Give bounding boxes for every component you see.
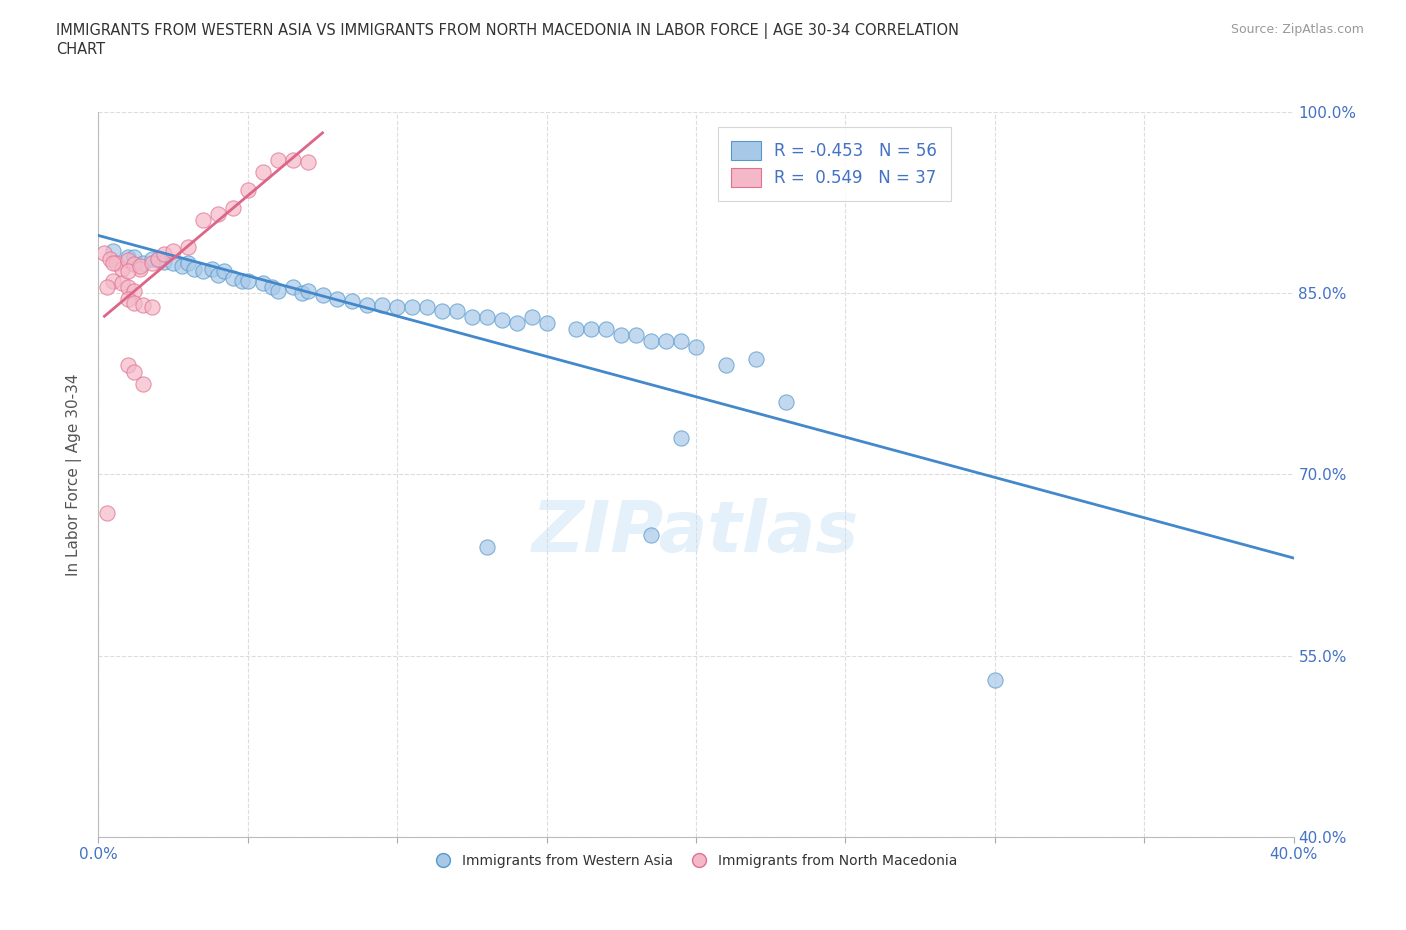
Point: [231, 273, 253, 288]
Point: [117, 253, 139, 268]
Point: [132, 298, 155, 312]
Point: [162, 256, 184, 271]
Point: [201, 261, 224, 276]
Point: [191, 213, 214, 228]
Point: [640, 527, 662, 542]
Point: [98, 252, 122, 267]
Point: [153, 246, 176, 261]
Point: [297, 155, 319, 170]
Point: [252, 165, 274, 179]
Point: [183, 261, 205, 276]
Point: [111, 261, 134, 276]
Point: [536, 316, 558, 331]
Point: [141, 300, 163, 315]
Text: ZIPatlas: ZIPatlas: [533, 498, 859, 566]
Point: [356, 298, 378, 312]
Point: [491, 312, 513, 327]
Point: [96, 280, 118, 295]
Point: [117, 264, 139, 279]
Point: [326, 292, 349, 307]
Point: [153, 254, 176, 269]
Point: [177, 240, 200, 255]
Point: [117, 292, 139, 307]
Point: [177, 256, 200, 271]
Point: [141, 252, 163, 267]
Point: [291, 286, 314, 300]
Point: [311, 288, 333, 303]
Point: [430, 304, 453, 319]
Point: [520, 310, 543, 325]
Text: CHART: CHART: [56, 42, 105, 57]
Point: [984, 672, 1007, 687]
Point: [103, 244, 125, 259]
Point: [565, 322, 588, 337]
Point: [685, 340, 707, 355]
Point: [124, 257, 146, 272]
Point: [595, 322, 617, 337]
Point: [93, 246, 115, 260]
Point: [129, 261, 152, 276]
Point: [640, 334, 662, 349]
Point: [475, 310, 498, 325]
Point: [96, 506, 118, 521]
Point: [252, 276, 274, 291]
Point: [129, 259, 152, 273]
Point: [162, 244, 184, 259]
Point: [103, 256, 125, 271]
Point: [260, 280, 283, 295]
Point: [212, 264, 235, 279]
Point: [446, 304, 468, 319]
Point: [714, 358, 737, 373]
Point: [281, 153, 304, 167]
Point: [117, 249, 139, 264]
Point: [141, 256, 163, 271]
Point: [669, 334, 692, 349]
Point: [236, 183, 259, 198]
Legend: Immigrants from Western Asia, Immigrants from North Macedonia: Immigrants from Western Asia, Immigrants…: [429, 848, 963, 873]
Point: [132, 256, 155, 271]
Text: IMMIGRANTS FROM WESTERN ASIA VS IMMIGRANTS FROM NORTH MACEDONIA IN LABOR FORCE |: IMMIGRANTS FROM WESTERN ASIA VS IMMIGRAN…: [56, 23, 959, 39]
Point: [124, 295, 146, 310]
Point: [148, 253, 170, 268]
Point: [267, 153, 290, 167]
Point: [626, 328, 648, 343]
Point: [461, 310, 484, 325]
Text: Source: ZipAtlas.com: Source: ZipAtlas.com: [1230, 23, 1364, 36]
Point: [124, 249, 146, 264]
Point: [669, 431, 692, 445]
Point: [610, 328, 633, 343]
Y-axis label: In Labor Force | Age 30-34: In Labor Force | Age 30-34: [66, 373, 83, 576]
Point: [775, 394, 797, 409]
Point: [506, 316, 529, 331]
Point: [191, 264, 214, 279]
Point: [745, 352, 768, 367]
Point: [124, 283, 146, 298]
Point: [222, 201, 245, 216]
Point: [581, 322, 603, 337]
Point: [117, 358, 139, 373]
Point: [172, 259, 194, 273]
Point: [105, 256, 128, 271]
Point: [401, 300, 423, 315]
Point: [117, 280, 139, 295]
Point: [132, 376, 155, 391]
Point: [371, 298, 394, 312]
Point: [111, 276, 134, 291]
Point: [385, 300, 409, 315]
Point: [124, 365, 146, 379]
Point: [281, 280, 304, 295]
Point: [103, 273, 125, 288]
Point: [236, 273, 259, 288]
Point: [222, 271, 245, 286]
Point: [342, 294, 364, 309]
Point: [655, 334, 678, 349]
Point: [416, 300, 439, 315]
Point: [207, 206, 229, 221]
Point: [475, 539, 498, 554]
Point: [297, 283, 319, 298]
Point: [207, 268, 229, 283]
Point: [148, 252, 170, 267]
Point: [267, 283, 290, 298]
